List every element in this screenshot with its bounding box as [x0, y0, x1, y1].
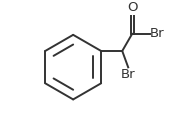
Text: Br: Br: [150, 27, 165, 40]
Text: O: O: [127, 0, 137, 14]
Text: Br: Br: [121, 68, 135, 81]
